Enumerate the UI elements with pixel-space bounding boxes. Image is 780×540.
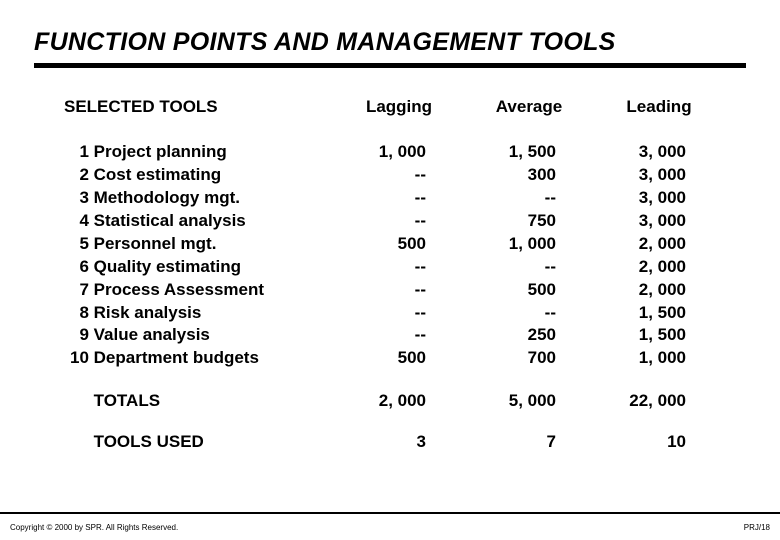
page-code: PRJ/18: [744, 523, 770, 532]
cell-leading: 2, 000: [594, 233, 724, 256]
table-row: 1 Project planning1, 0001, 5003, 000: [34, 141, 746, 164]
cell-average: --: [464, 187, 594, 210]
cell-average: 500: [464, 279, 594, 302]
totals-label: TOTALS: [34, 390, 334, 413]
table-row: 10 Department budgets5007001, 000: [34, 347, 746, 370]
totals-leading: 22, 000: [594, 390, 724, 413]
table-header-row: SELECTED TOOLS Lagging Average Leading: [34, 96, 746, 119]
cell-average: --: [464, 302, 594, 325]
cell-lagging: --: [334, 279, 464, 302]
cell-lagging: --: [334, 256, 464, 279]
title-rule: [34, 63, 746, 68]
table-row: 4 Statistical analysis--7503, 000: [34, 210, 746, 233]
table-row: 9 Value analysis--2501, 500: [34, 324, 746, 347]
footer: Copyright © 2000 by SPR. All Rights Rese…: [10, 523, 770, 532]
cell-lagging: 500: [334, 347, 464, 370]
totals-lagging: 2, 000: [334, 390, 464, 413]
table-row: 3 Methodology mgt.----3, 000: [34, 187, 746, 210]
row-label: 3 Methodology mgt.: [34, 187, 334, 210]
table-row: 5 Personnel mgt.5001, 0002, 000: [34, 233, 746, 256]
cell-average: 1, 000: [464, 233, 594, 256]
cell-leading: 1, 000: [594, 347, 724, 370]
row-label: 5 Personnel mgt.: [34, 233, 334, 256]
cell-leading: 3, 000: [594, 164, 724, 187]
cell-lagging: --: [334, 187, 464, 210]
row-label: 9 Value analysis: [34, 324, 334, 347]
row-label: 1 Project planning: [34, 141, 334, 164]
tools-used-leading: 10: [594, 431, 724, 454]
cell-average: --: [464, 256, 594, 279]
row-label: 8 Risk analysis: [34, 302, 334, 325]
table-row: 8 Risk analysis----1, 500: [34, 302, 746, 325]
cell-lagging: --: [334, 302, 464, 325]
totals-average: 5, 000: [464, 390, 594, 413]
copyright-text: Copyright © 2000 by SPR. All Rights Rese…: [10, 523, 178, 532]
cell-leading: 1, 500: [594, 324, 724, 347]
cell-lagging: 500: [334, 233, 464, 256]
cell-lagging: --: [334, 210, 464, 233]
header-tools: SELECTED TOOLS: [34, 96, 334, 119]
cell-lagging: --: [334, 164, 464, 187]
table-body: 1 Project planning1, 0001, 5003, 000 2 C…: [34, 141, 746, 370]
cell-lagging: --: [334, 324, 464, 347]
tools-used-label: TOOLS USED: [34, 431, 334, 454]
cell-leading: 3, 000: [594, 187, 724, 210]
cell-average: 700: [464, 347, 594, 370]
cell-leading: 2, 000: [594, 279, 724, 302]
tools-used-row: TOOLS USED 3 7 10: [34, 431, 746, 454]
header-lagging: Lagging: [334, 96, 464, 119]
cell-average: 300: [464, 164, 594, 187]
data-table: SELECTED TOOLS Lagging Average Leading 1…: [34, 96, 746, 454]
cell-leading: 1, 500: [594, 302, 724, 325]
footer-rule: [0, 512, 780, 514]
table-row: 6 Quality estimating----2, 000: [34, 256, 746, 279]
cell-average: 750: [464, 210, 594, 233]
row-label: 10 Department budgets: [34, 347, 334, 370]
cell-leading: 3, 000: [594, 210, 724, 233]
tools-used-average: 7: [464, 431, 594, 454]
table-row: 2 Cost estimating--3003, 000: [34, 164, 746, 187]
totals-row: TOTALS 2, 000 5, 000 22, 000: [34, 390, 746, 413]
page-title: FUNCTION POINTS AND MANAGEMENT TOOLS: [34, 28, 746, 57]
cell-lagging: 1, 000: [334, 141, 464, 164]
tools-used-lagging: 3: [334, 431, 464, 454]
row-label: 2 Cost estimating: [34, 164, 334, 187]
cell-leading: 3, 000: [594, 141, 724, 164]
table-row: 7 Process Assessment --5002, 000: [34, 279, 746, 302]
header-average: Average: [464, 96, 594, 119]
cell-leading: 2, 000: [594, 256, 724, 279]
row-label: 7 Process Assessment: [34, 279, 334, 302]
header-leading: Leading: [594, 96, 724, 119]
cell-average: 1, 500: [464, 141, 594, 164]
row-label: 6 Quality estimating: [34, 256, 334, 279]
row-label: 4 Statistical analysis: [34, 210, 334, 233]
cell-average: 250: [464, 324, 594, 347]
